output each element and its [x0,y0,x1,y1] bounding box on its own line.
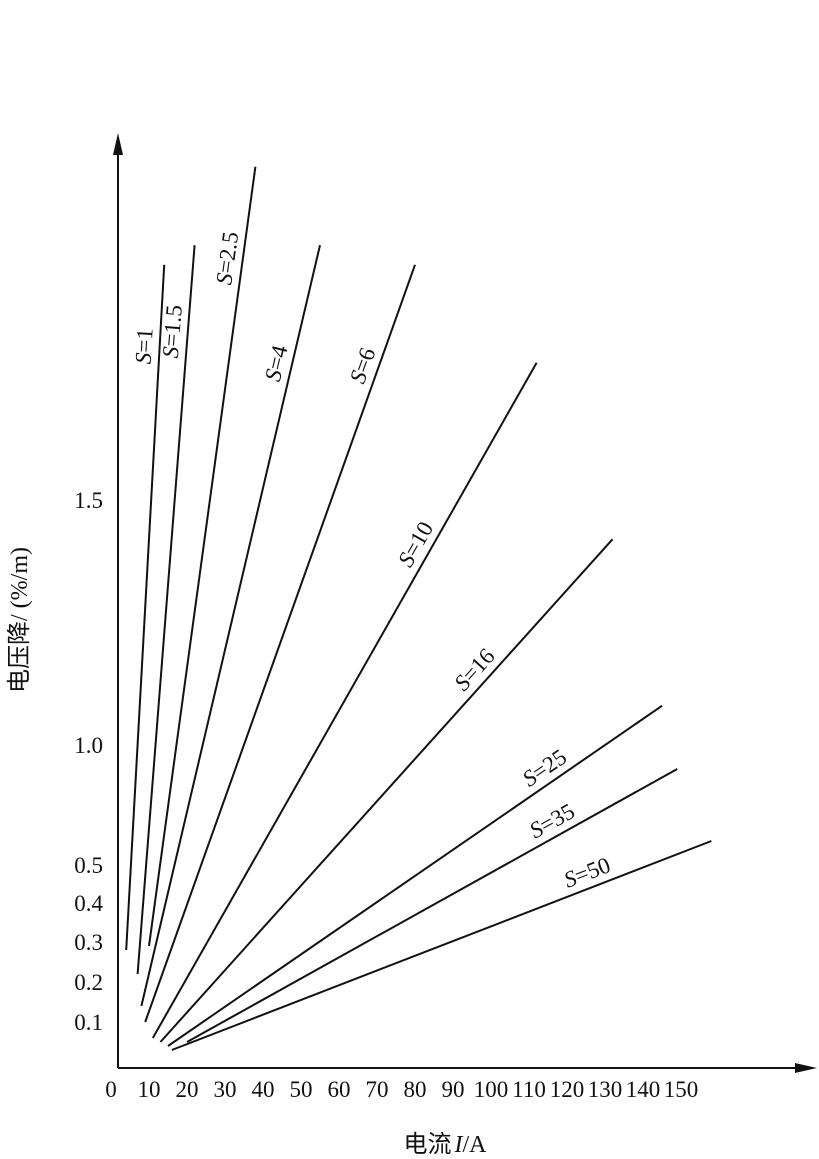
x-tick-label: 30 [214,1077,237,1102]
series-label: S=4 [260,343,293,384]
series-label: S=10 [393,517,438,571]
y-tick-label: 0.3 [74,930,103,955]
series-label: S=50 [560,852,613,892]
series-line [151,362,538,1039]
series-lines [125,166,712,1051]
x-tick-label: 120 [550,1077,585,1102]
series-line [171,840,712,1051]
series-line [136,245,196,975]
series-line [148,166,257,947]
x-tick-label: 80 [404,1077,427,1102]
x-tick-labels: 0 10 20 30 40 50 60 70 80 90 100 110 120 130 140 150 [105,1077,698,1102]
series-labels: S=1 S=1.5 S=2.5 S=4 S=6 S=10 S=16 S=25 S=35 S=50 [131,230,614,893]
x-axis-title: 电流 I/A [404,1131,488,1158]
series-line [144,264,416,1023]
x-tick-label: 50 [290,1077,313,1102]
x-tick-label: 0 [105,1077,117,1102]
series-label: S=2.5 [211,230,243,286]
series-label: S=6 [345,344,381,386]
series-line [167,704,663,1047]
series-label: S=1.5 [158,304,187,359]
y-tick-label: 1.0 [74,733,103,758]
x-tick-label: 130 [588,1077,623,1102]
x-tick-label: 10 [138,1077,161,1102]
series-line [125,264,166,951]
y-tick-label: 0.4 [74,891,103,916]
x-tick-label: 140 [626,1077,661,1102]
x-tick-label: 100 [474,1077,509,1102]
x-tick-label: 150 [664,1077,699,1102]
y-tick-label: 0.5 [74,853,103,878]
series-label: S=25 [518,744,571,792]
y-tick-label: 1.5 [74,488,103,513]
x-tick-label: 60 [328,1077,351,1102]
x-tick-label: 110 [512,1077,546,1102]
y-axis-arrow [113,133,123,155]
x-tick-label: 90 [442,1077,465,1102]
series-line [186,768,678,1043]
x-axis-arrow [795,1063,817,1073]
series-label: S=16 [449,644,499,696]
x-tick-label: 70 [366,1077,389,1102]
series-label: S=35 [525,798,579,843]
y-tick-label: 0.1 [74,1010,103,1035]
series-line [140,244,321,1007]
x-tick-label: 20 [176,1077,199,1102]
y-tick-labels: 0.1 0.2 0.3 0.4 0.5 1.0 1.5 [74,488,103,1035]
x-tick-label: 40 [252,1077,275,1102]
y-axis-title: 电压降/ (%/m) [6,547,33,693]
y-tick-label: 0.2 [74,970,103,995]
series-label: S=1 [131,327,158,364]
series-line [159,538,614,1043]
